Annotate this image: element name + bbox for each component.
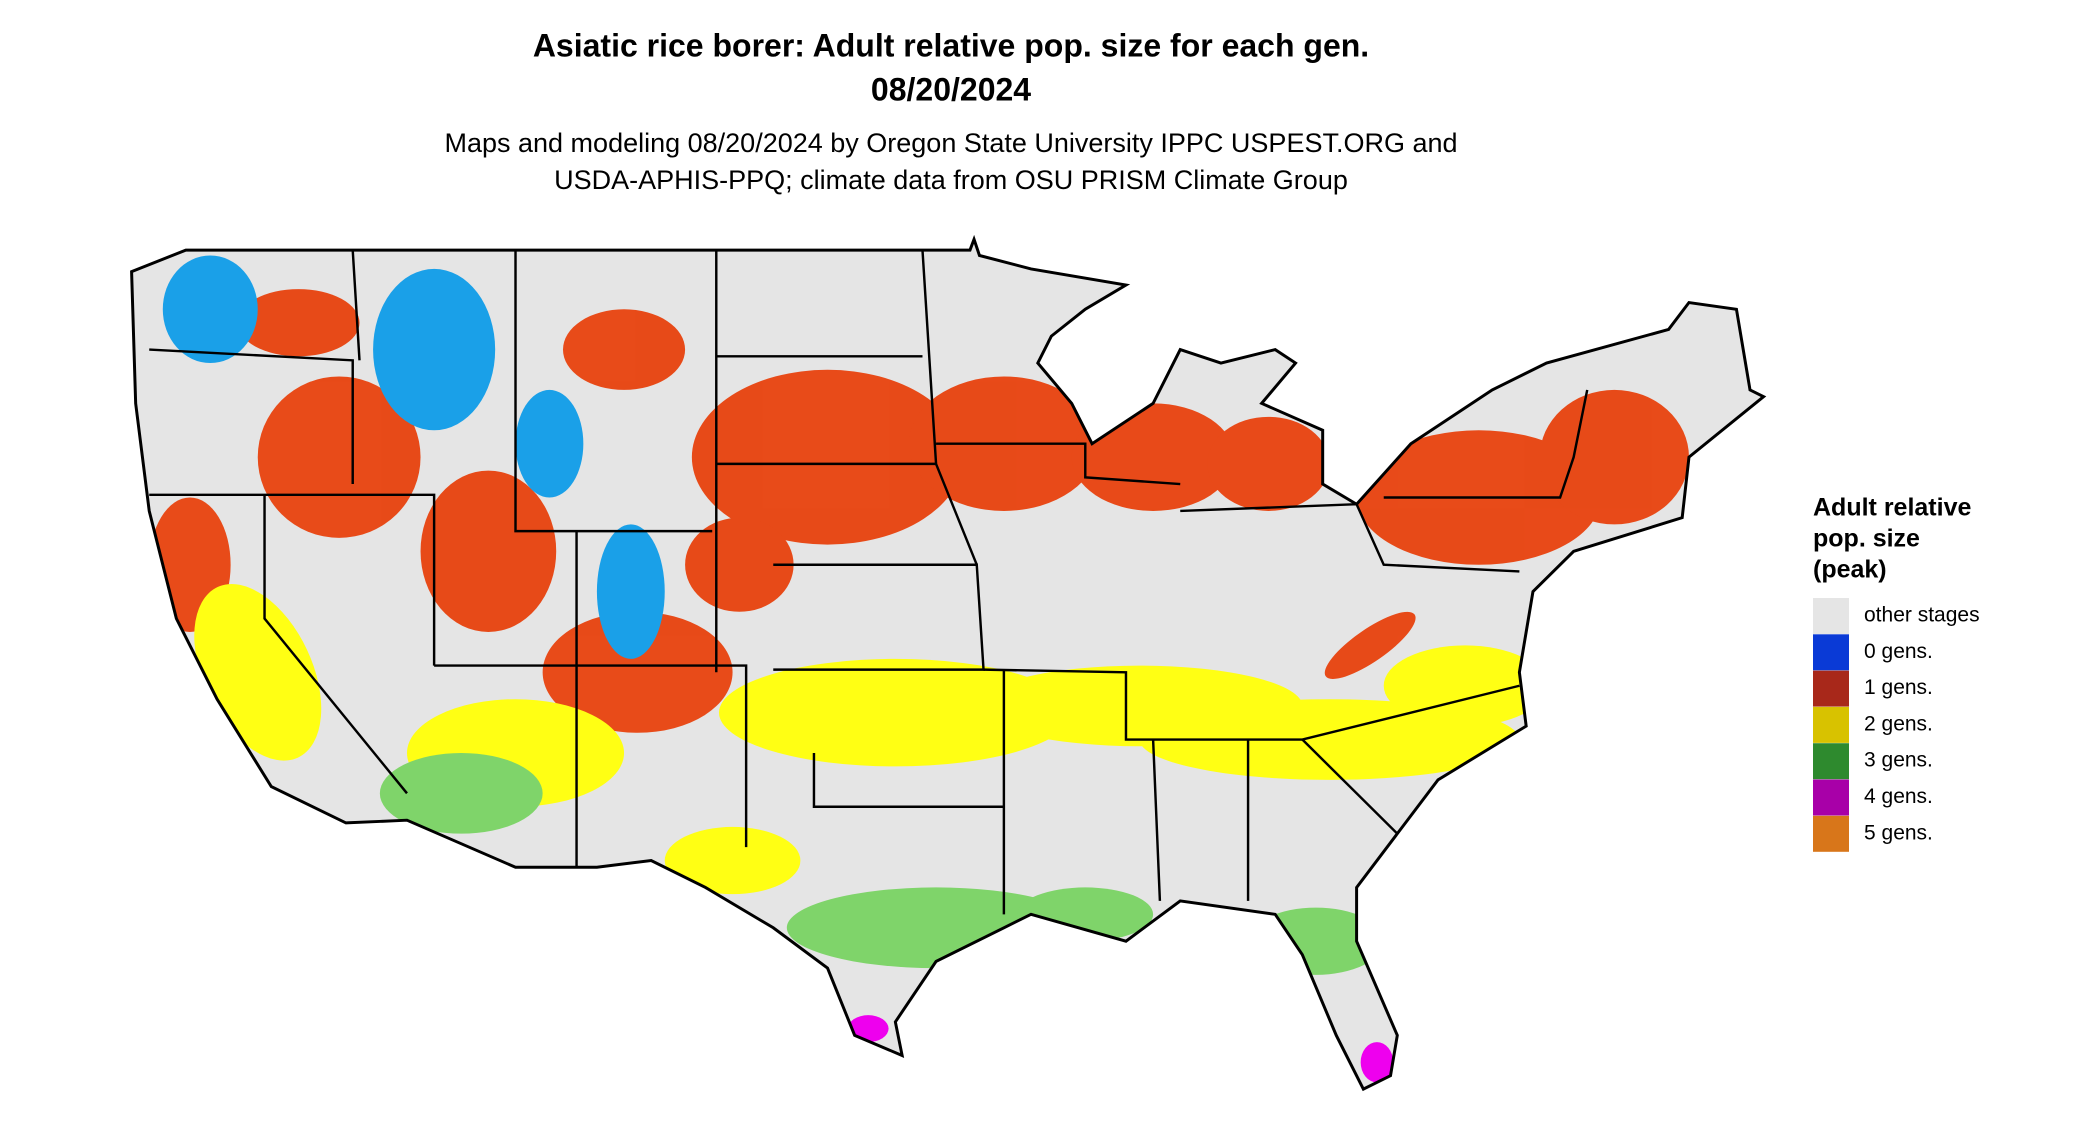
legend-swatch xyxy=(1813,743,1849,780)
country-border xyxy=(130,234,1767,1092)
legend-label: 5 gens. xyxy=(1864,821,1933,844)
legend-title: Adult relative xyxy=(1813,494,1971,522)
state-borders xyxy=(149,250,1589,915)
legend-swatch xyxy=(1813,670,1849,707)
legend-label: 3 gens. xyxy=(1864,749,1933,772)
subtitle: USDA-APHIS-PPQ; climate data from OSU PR… xyxy=(554,165,1348,195)
subtitle: Maps and modeling 08/20/2024 by Oregon S… xyxy=(444,128,1457,158)
legend-label: 1 gens. xyxy=(1864,676,1933,699)
legend-swatch xyxy=(1813,815,1849,852)
legend-swatch xyxy=(1813,706,1849,743)
legend-label: 0 gens. xyxy=(1864,640,1933,663)
legend-label: 2 gens. xyxy=(1864,712,1933,735)
title-date: 08/20/2024 xyxy=(871,71,1031,107)
legend-swatch xyxy=(1813,598,1849,634)
map xyxy=(130,234,1767,1092)
legend-label: other stages xyxy=(1864,604,1980,627)
legend-swatch xyxy=(1813,634,1849,671)
legend: Adult relative pop. size (peak) other stage… xyxy=(1813,494,1980,852)
legend-title: (peak) xyxy=(1813,556,1887,584)
legend-label: 4 gens. xyxy=(1864,785,1933,808)
legend-swatch xyxy=(1813,779,1849,816)
title: Asiatic rice borer: Adult relative pop. … xyxy=(533,27,1369,63)
legend-title: pop. size xyxy=(1813,525,1920,553)
zones xyxy=(149,255,1689,1083)
